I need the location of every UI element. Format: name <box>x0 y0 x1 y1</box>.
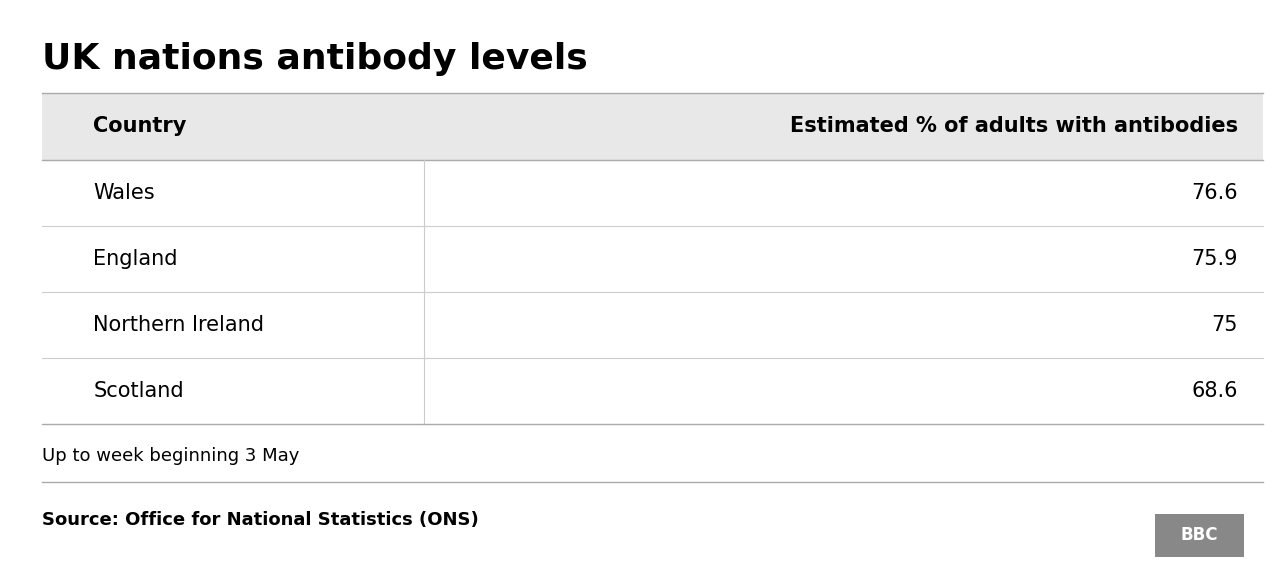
Text: UK nations antibody levels: UK nations antibody levels <box>42 41 588 75</box>
FancyBboxPatch shape <box>42 226 1263 292</box>
FancyBboxPatch shape <box>42 358 1263 425</box>
Text: Northern Ireland: Northern Ireland <box>93 315 264 335</box>
Text: BBC: BBC <box>1180 526 1219 544</box>
Text: 75: 75 <box>1211 315 1238 335</box>
FancyBboxPatch shape <box>42 159 1263 226</box>
FancyBboxPatch shape <box>42 292 1263 358</box>
Text: 75.9: 75.9 <box>1192 249 1238 269</box>
Text: 76.6: 76.6 <box>1192 183 1238 203</box>
Text: Estimated % of adults with antibodies: Estimated % of adults with antibodies <box>790 116 1238 137</box>
Text: Country: Country <box>93 116 187 137</box>
Text: Scotland: Scotland <box>93 381 184 401</box>
FancyBboxPatch shape <box>42 93 1263 159</box>
Text: Source: Office for National Statistics (ONS): Source: Office for National Statistics (… <box>42 511 479 529</box>
Text: Wales: Wales <box>93 183 155 203</box>
Text: 68.6: 68.6 <box>1192 381 1238 401</box>
Text: England: England <box>93 249 178 269</box>
Text: Up to week beginning 3 May: Up to week beginning 3 May <box>42 447 300 465</box>
FancyBboxPatch shape <box>1155 514 1244 557</box>
